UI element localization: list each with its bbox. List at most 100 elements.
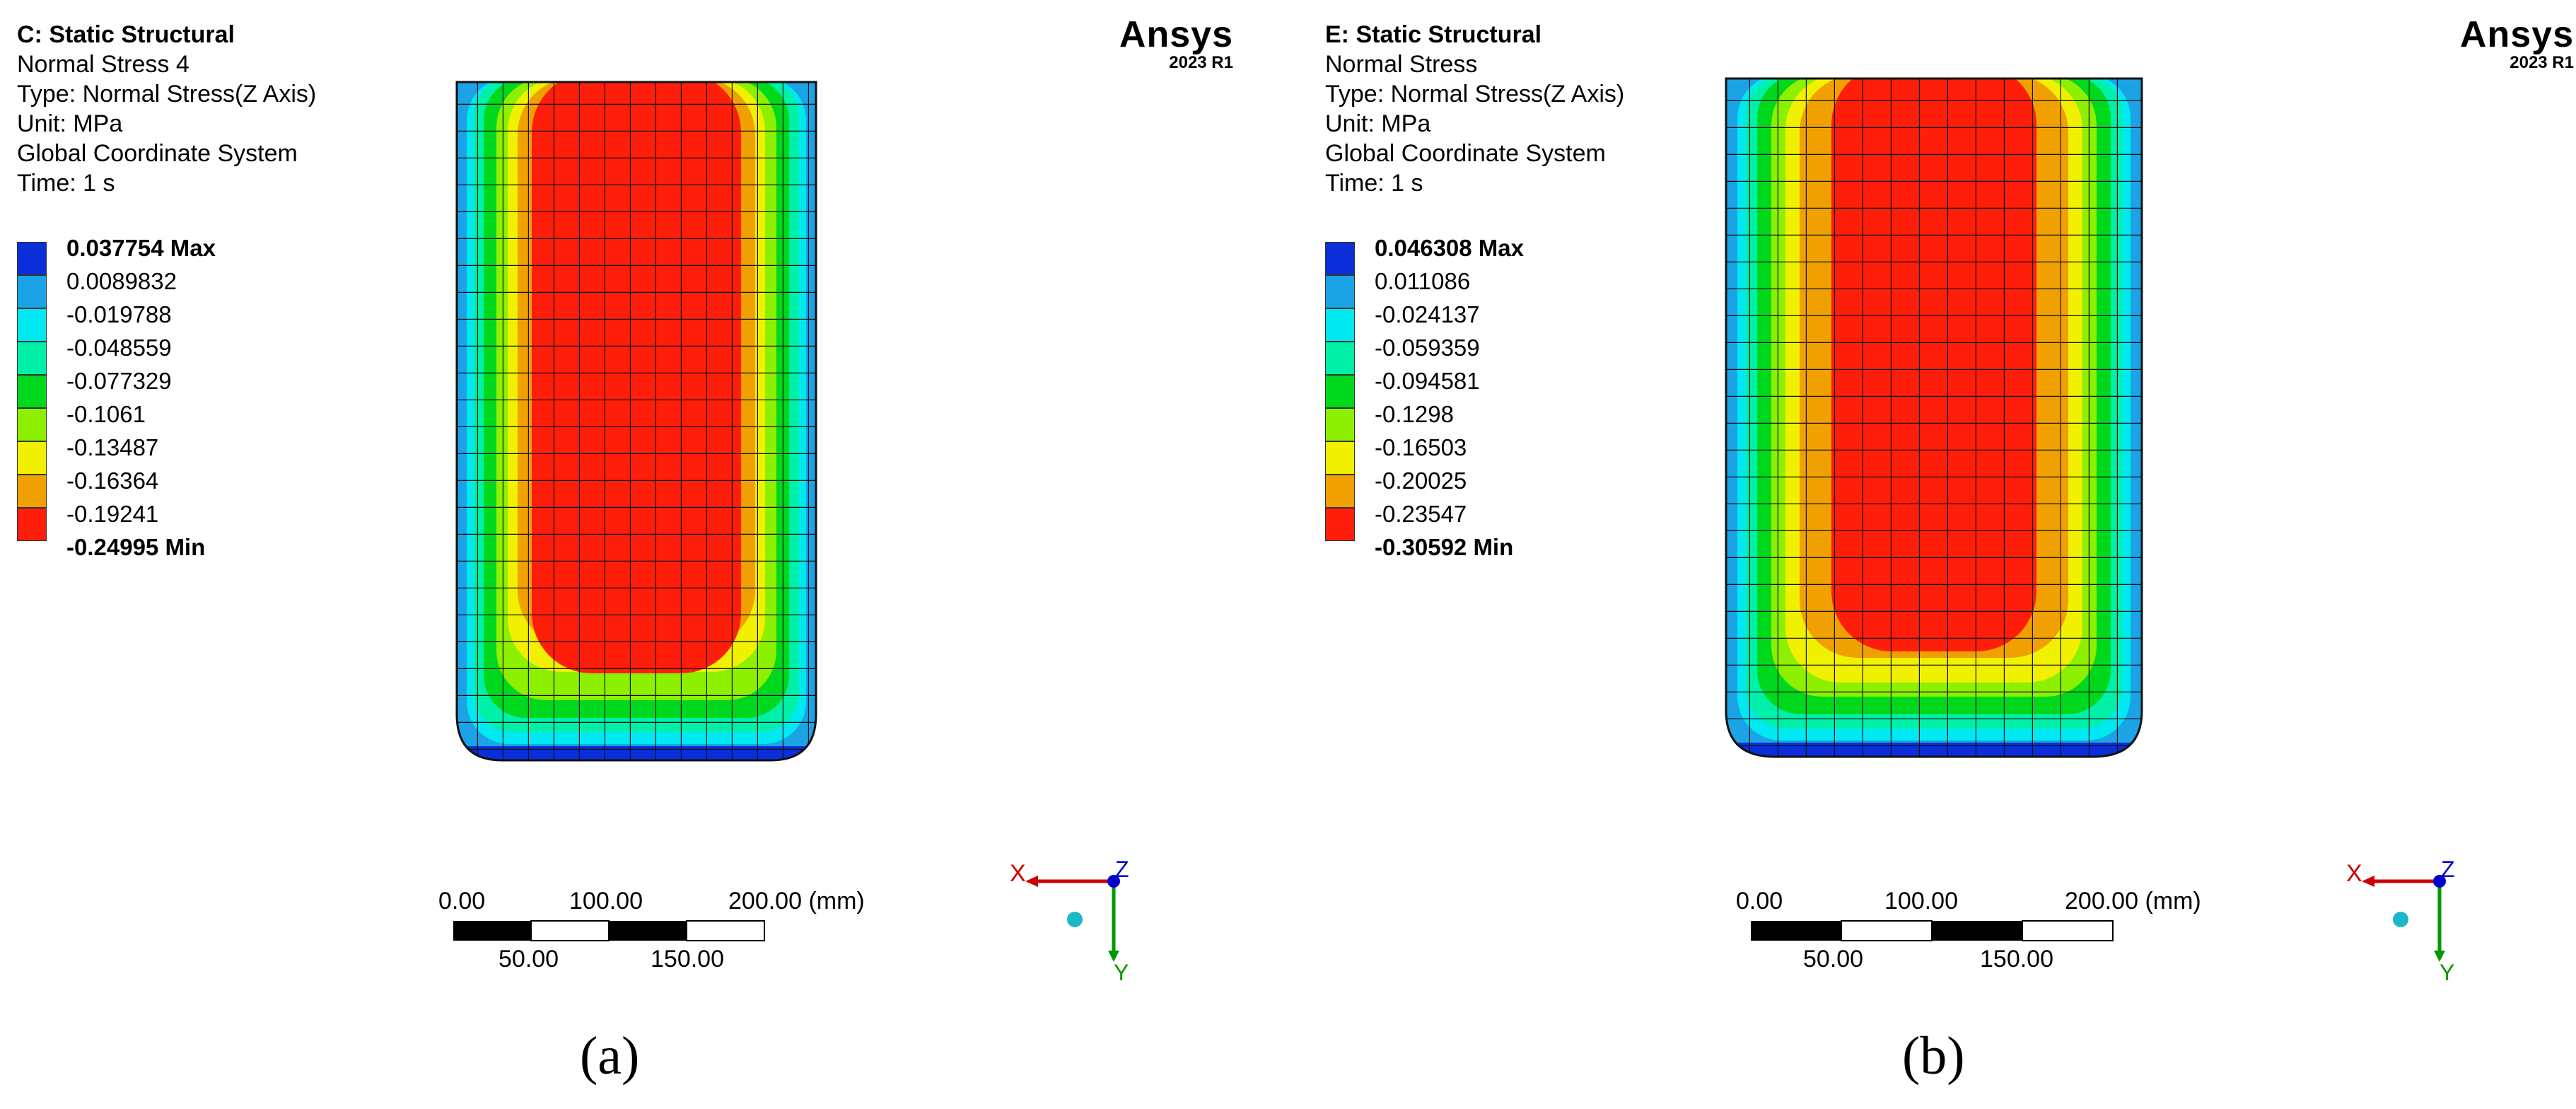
legend-label: -0.019788 [66,301,172,327]
panel-caption: (a) [580,1026,640,1086]
contour-bands [457,82,816,760]
scale-bar: 0.00 100.00 200.00 (mm) 50.00 150.00 [438,888,865,972]
legend-label: 0.011086 [1375,268,1471,294]
scale-label: 0.00 [1736,888,1783,915]
analysis-title: E: Static Structural [1325,21,1542,48]
legend-swatch [17,508,47,541]
brand-version: 2023 R1 [1169,53,1233,72]
panel-a: C: Static Structural Normal Stress 4 Typ… [0,0,1287,1109]
legend-label: -0.16503 [1375,434,1467,460]
z-axis-dot [2433,875,2446,888]
coordinate-triad[interactable]: X Z Y [1004,856,1131,983]
legend-swatch [1325,242,1355,275]
brand-name: Ansys [1119,14,1233,55]
coordinate-system: Global Coordinate System [17,140,298,167]
x-arrow-head [2362,876,2374,887]
scale-label: 200.00 (mm) [2065,888,2201,915]
result-time: Time: 1 s [1325,170,1423,197]
scale-label: 100.00 [569,888,643,915]
legend-swatch [17,475,47,508]
legend-label: -0.059359 [1375,335,1480,361]
legend-swatch [17,308,47,342]
legend-swatch [1325,275,1355,308]
model-outline [1725,77,2143,758]
scale-label: 0.00 [438,888,486,915]
legend-label: -0.024137 [1375,301,1480,327]
y-arrow-head [2434,951,2445,962]
legend-label: -0.19241 [66,501,159,527]
legend-swatch [1325,342,1355,375]
legend-swatch [1325,408,1355,441]
legend-swatch [1325,441,1355,475]
scale-label: 50.00 [1803,946,1864,972]
legend-label: -0.1061 [66,401,146,427]
triad-origin-sphere [2393,912,2408,927]
scale-ruler [1751,920,2114,941]
y-arrow-head [1108,951,1119,962]
analysis-title: C: Static Structural [17,21,235,48]
legend-swatch [1325,308,1355,342]
legend-label: -0.13487 [66,434,159,460]
result-info: E: Static Structural Normal Stress Type:… [1325,20,1624,198]
ansys-logo: Ansys 2023 R1 [2460,16,2574,72]
result-unit: Unit: MPa [17,110,123,137]
scale-label: 150.00 [1980,946,2053,972]
stress-contour-model[interactable] [1722,74,2146,771]
result-unit: Unit: MPa [1325,110,1431,137]
coordinate-system: Global Coordinate System [1325,140,1606,167]
legend-label: 0.0089832 [66,268,177,294]
legend-label: -0.20025 [1375,468,1467,494]
scale-label: 100.00 [1884,888,1958,915]
stress-contour-model[interactable] [453,78,820,771]
panel-b: E: Static Structural Normal Stress Type:… [1308,0,2576,1109]
legend-label: -0.094581 [1375,368,1480,394]
legend-swatch [17,375,47,408]
legend-min-label: -0.24995 Min [66,534,206,560]
scale-label: 200.00 (mm) [728,888,865,915]
mesh-grid [457,82,816,760]
triad-origin-sphere [1067,912,1083,927]
z-axis-label: Z [1115,857,1129,882]
x-arrow-head [1025,876,1038,887]
legend-label: -0.077329 [66,368,172,394]
legend-label: -0.1298 [1375,401,1454,427]
panel-caption: (b) [1902,1026,1965,1086]
legend-max-label: 0.037754 Max [66,235,216,261]
legend-swatch [1325,508,1355,541]
ansys-logo: Ansys 2023 R1 [1119,16,1233,72]
legend-swatch [17,242,47,275]
legend-swatch [17,408,47,441]
legend-label: -0.23547 [1375,501,1467,527]
mesh-grid [1726,79,2142,757]
legend-label: -0.16364 [66,468,159,494]
z-axis-label: Z [2441,857,2455,882]
result-name: Normal Stress [1325,51,1478,78]
brand-version: 2023 R1 [2510,53,2574,72]
legend-swatch [17,275,47,308]
x-axis-label: X [2346,860,2362,887]
legend-label: -0.048559 [66,335,172,361]
result-name: Normal Stress 4 [17,51,190,78]
result-type: Type: Normal Stress(Z Axis) [17,81,317,108]
legend-swatch [17,441,47,475]
legend-swatch [1325,375,1355,408]
legend-swatch [17,342,47,375]
legend-swatch [1325,475,1355,508]
legend-max-label: 0.046308 Max [1375,235,1525,261]
coordinate-triad[interactable]: X Z Y [2341,856,2468,983]
legend-min-label: -0.30592 Min [1375,534,1514,560]
result-type: Type: Normal Stress(Z Axis) [1325,81,1625,108]
y-axis-label: Y [1114,960,1129,983]
scale-bar: 0.00 100.00 200.00 (mm) 50.00 150.00 [1736,888,2201,972]
model-outline [455,81,817,762]
result-time: Time: 1 s [17,170,115,197]
x-axis-label: X [1010,860,1026,887]
z-axis-dot [1107,875,1120,888]
y-axis-label: Y [2440,960,2454,983]
result-info: C: Static Structural Normal Stress 4 Typ… [17,20,316,198]
brand-name: Ansys [2459,14,2574,55]
scale-label: 150.00 [651,946,724,972]
scale-ruler [453,920,765,941]
contour-bands [1726,79,2142,757]
scale-label: 50.00 [499,946,559,972]
